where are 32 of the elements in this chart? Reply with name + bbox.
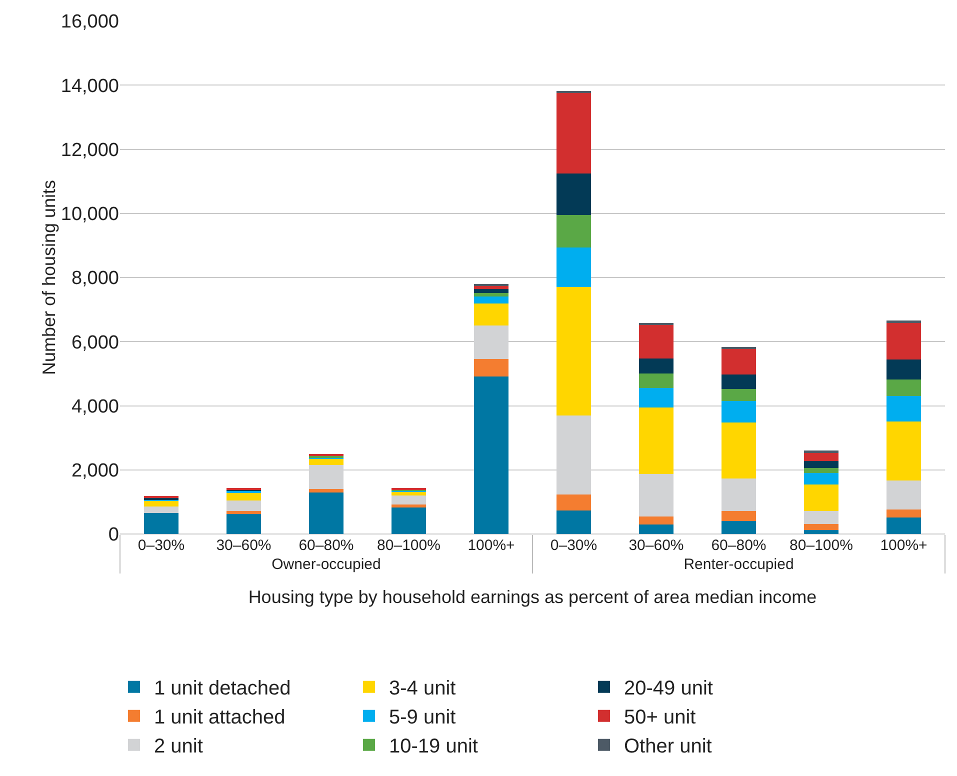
text: Renter-occupied [684, 556, 794, 573]
legend-label: 2 unit [154, 736, 204, 758]
x-tick-label: 0–30% [138, 537, 185, 554]
y-tick-label: 6,000 [71, 332, 119, 354]
x-tick-label: 100%+ [468, 537, 516, 554]
legend-label: 5-9 unit [389, 706, 456, 729]
y-tick-label: 16,000 [60, 12, 119, 33]
y-tick-label: 2,000 [71, 460, 119, 482]
x-tick-label: 30–60% [216, 537, 272, 554]
text: Owner-occupied [272, 556, 381, 573]
legend-label: 3-4 unit [389, 678, 456, 700]
x-tick-label: 80–100% [377, 537, 440, 554]
y-axis-title: Number of housing units [38, 180, 59, 376]
y-tick-label: 12,000 [60, 140, 119, 161]
legend-label: Other unit [624, 736, 712, 758]
x-tick-label: 80–100% [790, 537, 853, 554]
legend-label: 1 unit attached [154, 706, 286, 729]
y-tick-label: 10,000 [60, 204, 119, 226]
x-tick-label: 0–30% [550, 537, 598, 554]
legend-label: 1 unit detached [154, 678, 291, 700]
x-tick-label: 30–60% [628, 537, 684, 554]
y-tick-label: 8,000 [71, 268, 119, 290]
legend-label: 50+ unit [624, 706, 696, 729]
y-tick-label: 14,000 [60, 76, 119, 97]
x-tick-label: 60–80% [711, 537, 766, 554]
y-tick-label: 0 [108, 524, 119, 546]
x-tick-label: 60–80% [298, 537, 354, 554]
y-tick-label: 4,000 [71, 396, 119, 418]
x-axis-title: Housing type by household earnings as percent of area median income [248, 587, 817, 608]
legend-label: 20-49 unit [624, 678, 714, 700]
legend-label: 10-19 unit [389, 736, 478, 758]
x-tick-label: 100%+ [880, 537, 928, 554]
